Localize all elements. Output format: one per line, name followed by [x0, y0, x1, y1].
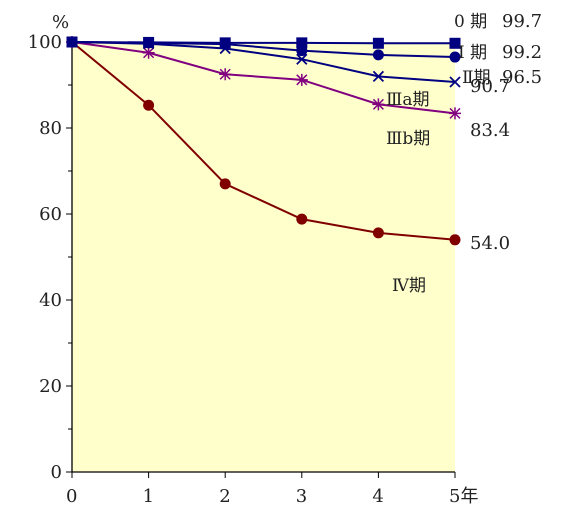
- data-point: [372, 70, 385, 83]
- stage-label: Ⅲa期: [386, 90, 430, 110]
- labels-layer: 0 期 I 期 Ⅱ期 Ⅲa期 Ⅲb期 Ⅳ期 99.7 99.2 96.590.7 83.4 54.0: [386, 11, 542, 296]
- data-point: [66, 36, 78, 48]
- data-point: [143, 99, 155, 111]
- stage-label: Ⅳ期: [392, 276, 426, 296]
- x-tick-label: 2: [219, 486, 230, 507]
- end-value-label: 83.4: [470, 120, 510, 141]
- x-tick-label: 4: [372, 486, 383, 507]
- x-tick-label: 3: [296, 486, 307, 507]
- data-point: [142, 46, 155, 59]
- data-point: [219, 37, 231, 49]
- data-point: [449, 37, 461, 49]
- data-point: [219, 178, 231, 190]
- series-line: [66, 36, 461, 49]
- y-tick-label: 60: [39, 204, 62, 225]
- end-value-label: 96.5: [502, 67, 542, 88]
- end-value-label: 90.7: [470, 76, 510, 97]
- stage-label: Ⅲb期: [386, 129, 430, 149]
- data-point: [449, 107, 461, 120]
- y-axis-title: %: [52, 12, 69, 33]
- data-point: [449, 76, 461, 88]
- data-point: [372, 37, 384, 49]
- end-value-label: 99.2: [502, 42, 542, 63]
- stage-label: I 期: [458, 43, 487, 63]
- y-tick-label: 0: [51, 462, 62, 483]
- y-tick-label: 20: [39, 376, 62, 397]
- data-point: [143, 36, 155, 48]
- data-point: [372, 49, 384, 61]
- stage-label: 0 期: [454, 12, 487, 32]
- data-point: [372, 227, 384, 239]
- data-point: [296, 213, 308, 225]
- x-tick-label: 1: [143, 486, 154, 507]
- data-point: [449, 234, 461, 246]
- series-path: [71, 41, 456, 241]
- stage-label: Ⅱ期: [462, 68, 491, 88]
- y-tick-label: 80: [39, 118, 62, 139]
- series-path: [71, 41, 456, 115]
- end-value-label: 54.0: [470, 233, 510, 254]
- data-point: [296, 53, 308, 65]
- end-value-label: 99.7: [502, 11, 542, 32]
- y-tick-label: 100: [28, 32, 62, 53]
- data-point: [372, 98, 385, 111]
- data-point: [449, 51, 461, 63]
- data-point: [296, 37, 308, 49]
- data-point: [295, 73, 308, 86]
- x-tick-label: 5年: [449, 486, 478, 507]
- series-path: [71, 41, 455, 45]
- axes: 0 20 40 60 80 100 0 1 2 3 4 5年: [28, 32, 479, 507]
- plot-area: [72, 42, 455, 472]
- y-tick-label: 40: [39, 290, 62, 311]
- x-tick-label: 0: [66, 486, 77, 507]
- data-point: [219, 68, 232, 81]
- series-layer: [66, 36, 461, 246]
